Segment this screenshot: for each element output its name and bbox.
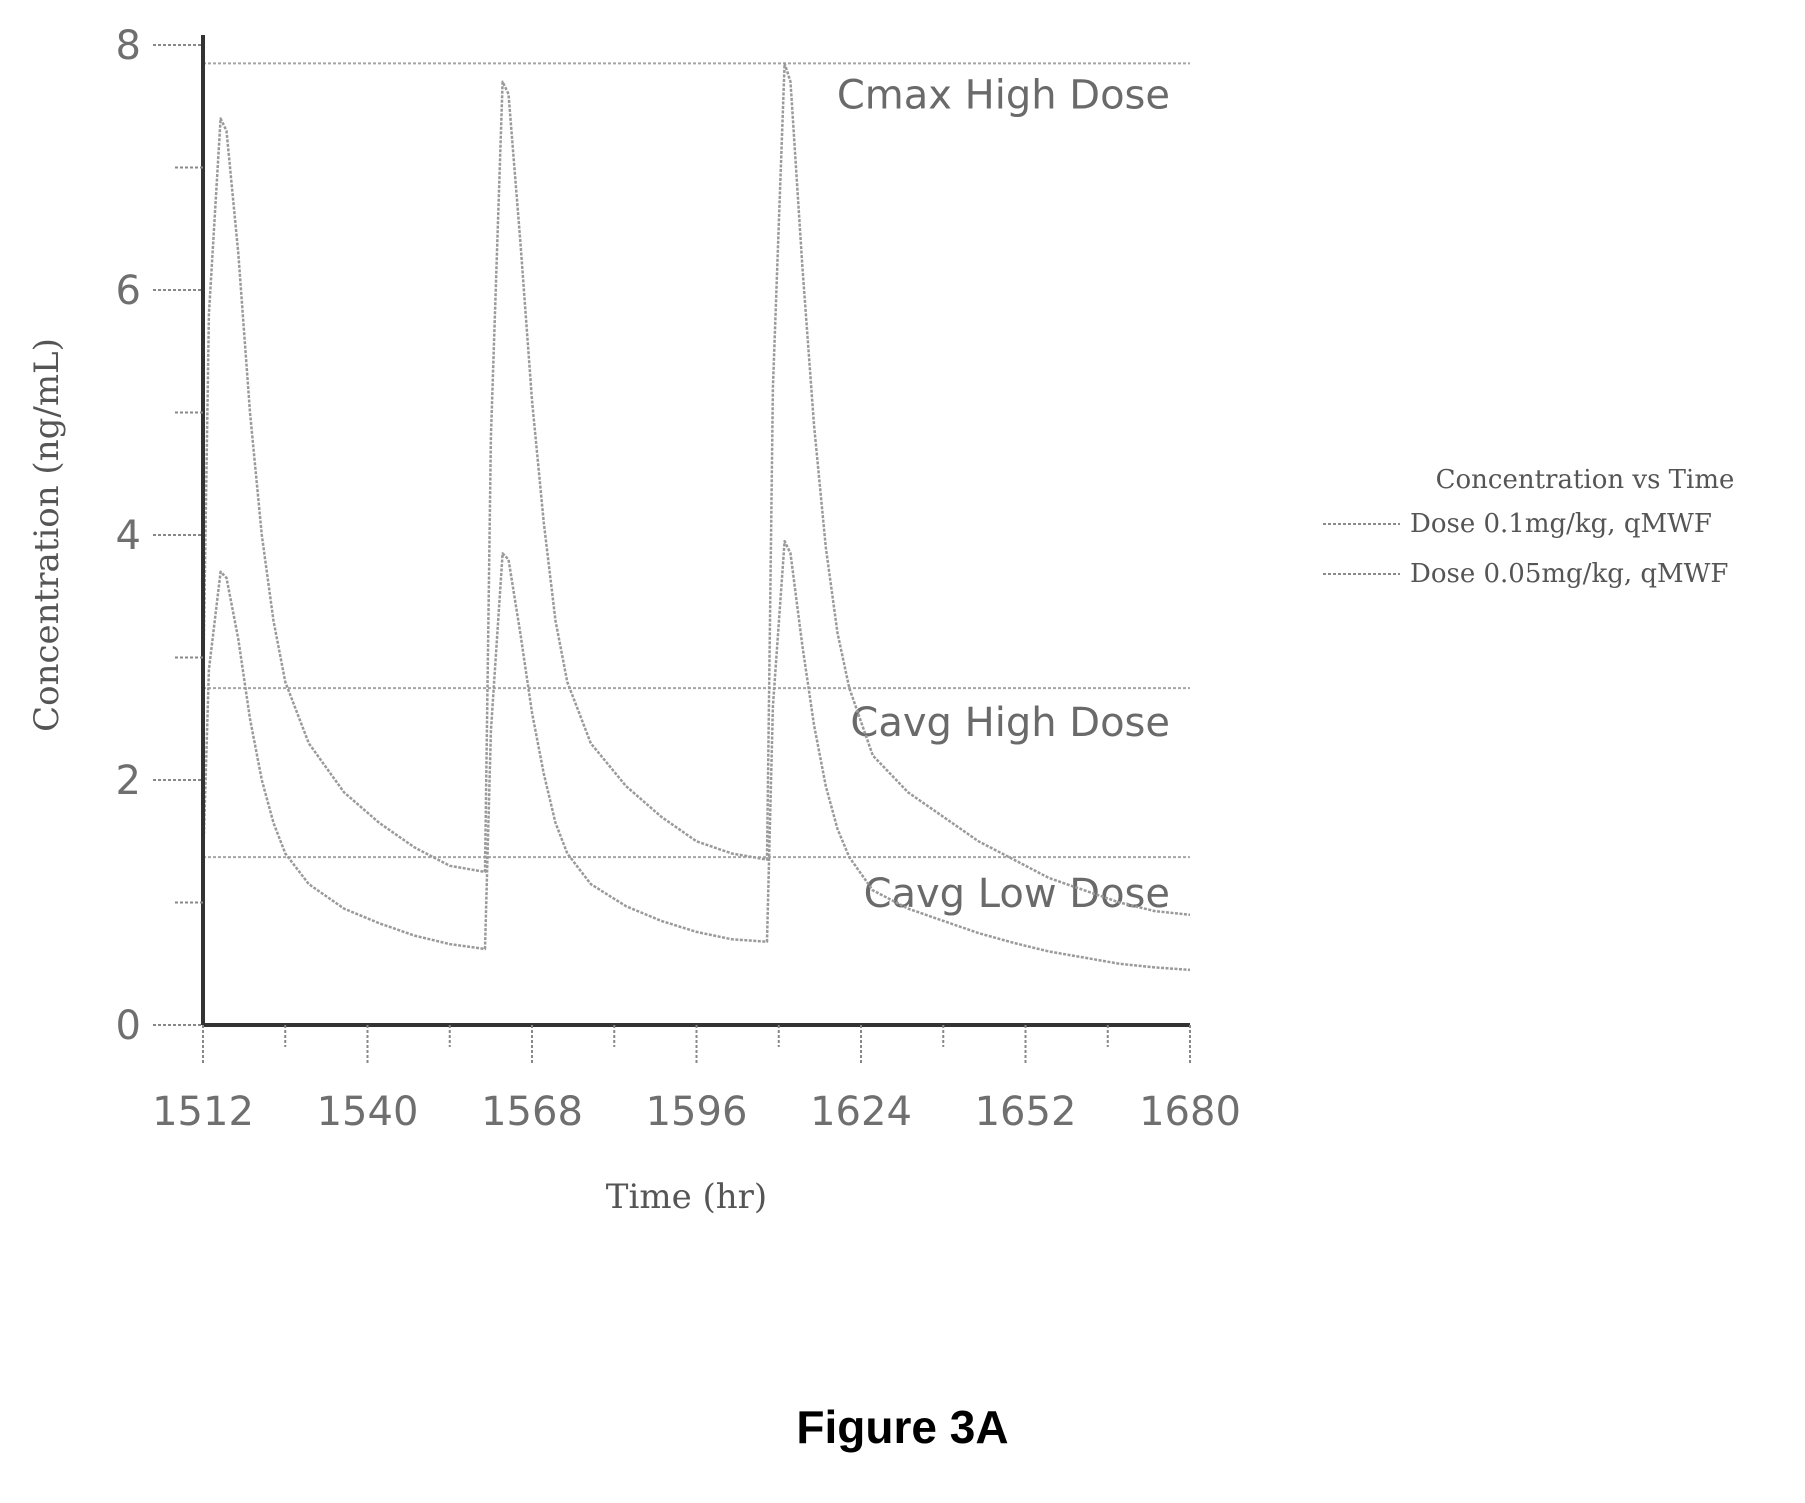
- legend-entry-low-dose: Dose 0.05mg/kg, qMWF: [1410, 559, 1728, 589]
- y-tick-label: 0: [116, 1003, 141, 1049]
- x-tick-label: 1680: [1139, 1089, 1241, 1135]
- reference-line-label: Cavg Low Dose: [864, 871, 1170, 917]
- y-tick-label: 8: [116, 23, 141, 69]
- y-tick-label: 6: [116, 268, 141, 314]
- y-axis-title: Concentration (ng/mL): [27, 338, 67, 732]
- series-line-low-dose: [201, 539, 1191, 972]
- x-tick-label: 1652: [975, 1089, 1077, 1135]
- x-tick-label: 1512: [152, 1089, 254, 1135]
- y-tick-label: 4: [116, 513, 141, 559]
- y-tick-label: 2: [116, 758, 141, 804]
- legend: Concentration vs Time Dose 0.1mg/kg, qMW…: [1323, 465, 1734, 589]
- x-tick-label: 1596: [646, 1089, 748, 1135]
- legend-entry-high-dose: Dose 0.1mg/kg, qMWF: [1410, 509, 1712, 539]
- x-axis-title: Time (hr): [606, 1177, 767, 1217]
- legend-title: Concentration vs Time: [1436, 465, 1735, 495]
- series-line-high-dose: [201, 62, 1191, 917]
- x-tick-label: 1624: [810, 1089, 912, 1135]
- series-group: [201, 62, 1191, 972]
- reference-line-label: Cavg High Dose: [850, 700, 1170, 746]
- reference-line-label: Cmax High Dose: [837, 72, 1170, 118]
- y-ticks: 0 2 4 6 8: [116, 23, 203, 1049]
- x-tick-label: 1568: [481, 1089, 583, 1135]
- figure-caption: Figure 3A: [796, 1401, 1009, 1453]
- x-ticks: 1512 1540 1568 1596 1624 1652 1680: [152, 1025, 1241, 1135]
- chart: Cmax High Dose Cavg High Dose Cavg Low Dos…: [27, 23, 1734, 1217]
- reference-lines: Cmax High Dose Cavg High Dose Cavg Low Dos…: [203, 62, 1190, 917]
- x-tick-label: 1540: [317, 1089, 419, 1135]
